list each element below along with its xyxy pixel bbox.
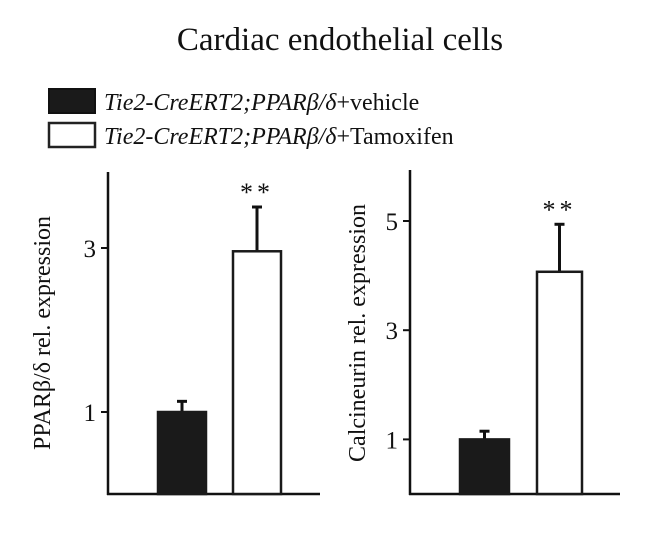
y-tick-label: 1	[386, 427, 399, 454]
chart-title: Cardiac endothelial cells	[177, 22, 503, 58]
bar	[458, 438, 511, 496]
significance-annotation: **	[240, 178, 274, 207]
legend: Tie2-CreERT2;PPARβ/δ+vehicle Tie2-CreERT…	[47, 88, 454, 150]
significance-annotation: **	[543, 195, 577, 224]
y-tick-label: 3	[84, 236, 97, 263]
y-tick-label: 3	[386, 318, 399, 345]
bar	[535, 270, 584, 496]
bar	[156, 410, 208, 496]
y-axis-label: Calcineurin rel. expression	[345, 204, 371, 462]
legend-swatch-vehicle	[48, 88, 96, 114]
panel-calcineurin: 1 3 5 Calcineurin rel. expression **	[345, 170, 620, 496]
panel-pparbd: 1 3 PPARβ/δ rel. expression **	[30, 172, 320, 496]
legend-label-tamoxifen: Tie2-CreERT2;PPARβ/δ+Tamoxifen	[104, 124, 454, 150]
legend-swatch-tamoxifen	[47, 121, 97, 149]
y-tick-label: 1	[84, 400, 97, 427]
y-axis-label: PPARβ/δ rel. expression	[30, 216, 56, 450]
y-tick-label: 5	[386, 209, 399, 236]
legend-label-vehicle: Tie2-CreERT2;PPARβ/δ+vehicle	[104, 90, 419, 116]
bar	[231, 250, 283, 496]
